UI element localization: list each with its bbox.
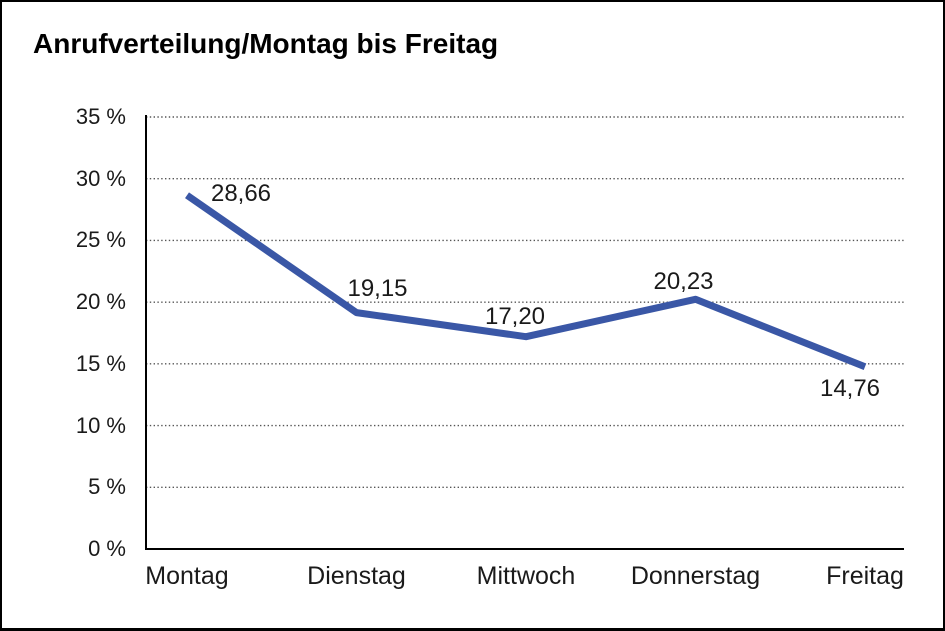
- y-axis-tick-label: 15 %: [75, 350, 126, 376]
- data-point-label: 17,20: [484, 302, 546, 330]
- chart-title: Anrufverteilung/Montag bis Freitag: [33, 28, 499, 59]
- y-axis-tick-label: 0 %: [88, 536, 126, 561]
- y-axis-tick-label: 10 %: [75, 412, 126, 438]
- x-axis-category-label: Dienstag: [307, 562, 406, 590]
- x-axis-category-label: Freitag: [826, 562, 904, 590]
- y-axis-tick-label: 35 %: [75, 104, 126, 129]
- data-point-label: 14,76: [819, 374, 881, 402]
- x-axis-category-label: Montag: [145, 562, 229, 590]
- y-axis-tick-label: 30 %: [75, 165, 126, 191]
- y-axis-tick-label: 25 %: [75, 227, 126, 253]
- y-axis-tick-label: 20 %: [75, 289, 126, 315]
- x-axis-category-label: Mittwoch: [476, 562, 576, 590]
- data-point-label: 20,23: [653, 268, 714, 296]
- data-series-line: [185, 192, 867, 371]
- data-point-label: 19,15: [347, 274, 408, 302]
- y-axis-tick-label: 5 %: [88, 474, 126, 500]
- data-point-label: 28,66: [210, 180, 272, 208]
- x-axis-category-label: Donnerstag: [630, 562, 761, 590]
